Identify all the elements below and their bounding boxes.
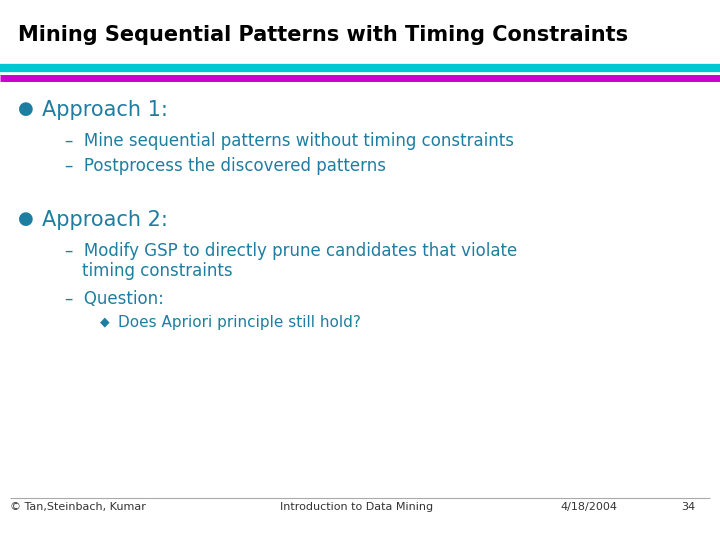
Text: –  Question:: – Question:: [65, 290, 164, 308]
Text: Approach 2:: Approach 2:: [42, 210, 168, 230]
Text: Introduction to Data Mining: Introduction to Data Mining: [280, 502, 433, 512]
Text: –  Mine sequential patterns without timing constraints: – Mine sequential patterns without timin…: [65, 132, 514, 150]
Text: ◆: ◆: [100, 315, 109, 328]
Text: 34: 34: [681, 502, 695, 512]
Text: 4/18/2004: 4/18/2004: [560, 502, 617, 512]
Text: Does Apriori principle still hold?: Does Apriori principle still hold?: [118, 315, 361, 330]
Text: –  Modify GSP to directly prune candidates that violate: – Modify GSP to directly prune candidate…: [65, 242, 517, 260]
Text: ●: ●: [18, 210, 34, 228]
Text: ●: ●: [18, 100, 34, 118]
Text: Approach 1:: Approach 1:: [42, 100, 168, 120]
Text: –  Postprocess the discovered patterns: – Postprocess the discovered patterns: [65, 157, 386, 175]
Text: © Tan,Steinbach, Kumar: © Tan,Steinbach, Kumar: [10, 502, 146, 512]
Text: Mining Sequential Patterns with Timing Constraints: Mining Sequential Patterns with Timing C…: [18, 25, 628, 45]
Text: timing constraints: timing constraints: [82, 262, 233, 280]
